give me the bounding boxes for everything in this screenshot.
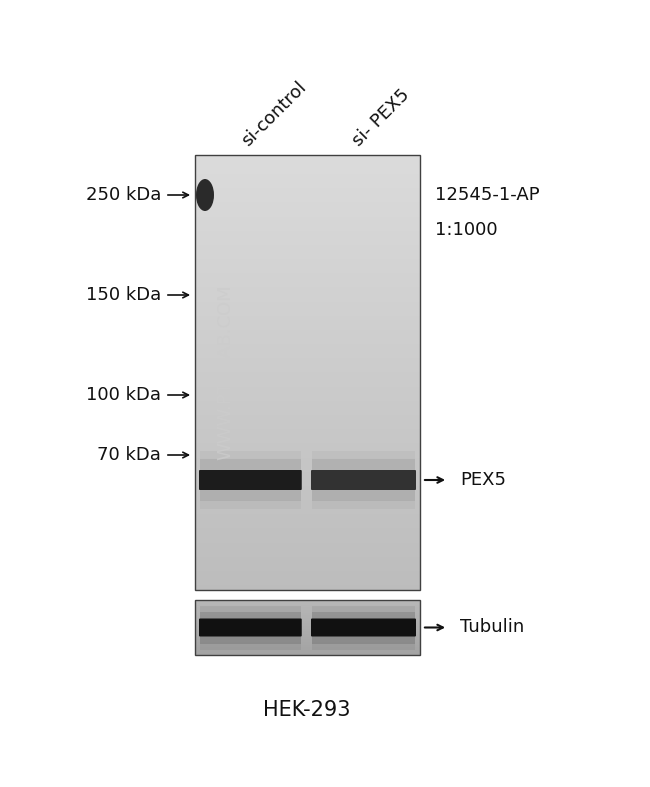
Text: 100 kDa: 100 kDa bbox=[86, 386, 161, 404]
Text: si-control: si-control bbox=[239, 78, 310, 150]
Text: Tubulin: Tubulin bbox=[460, 619, 525, 637]
Text: HEK-293: HEK-293 bbox=[263, 700, 351, 720]
FancyBboxPatch shape bbox=[311, 619, 416, 637]
Bar bbox=[195, 600, 420, 655]
Text: 150 kDa: 150 kDa bbox=[86, 286, 161, 304]
Bar bbox=[312, 459, 415, 501]
Text: 12545-1-AP: 12545-1-AP bbox=[435, 186, 540, 204]
Bar bbox=[312, 605, 415, 649]
FancyBboxPatch shape bbox=[311, 470, 416, 490]
Text: si- PEX5: si- PEX5 bbox=[349, 86, 413, 150]
FancyBboxPatch shape bbox=[199, 619, 302, 637]
Text: 70 kDa: 70 kDa bbox=[97, 446, 161, 464]
Bar bbox=[200, 451, 301, 509]
Ellipse shape bbox=[196, 179, 214, 211]
Bar bbox=[200, 605, 301, 649]
Bar bbox=[200, 459, 301, 501]
Bar bbox=[312, 611, 415, 644]
Text: 250 kDa: 250 kDa bbox=[86, 186, 161, 204]
Text: 1:1000: 1:1000 bbox=[435, 221, 498, 239]
Text: PEX5: PEX5 bbox=[460, 471, 506, 489]
Text: WWW.PTGLAB.COM: WWW.PTGLAB.COM bbox=[216, 285, 234, 460]
FancyBboxPatch shape bbox=[199, 470, 302, 490]
Bar bbox=[312, 451, 415, 509]
Bar bbox=[200, 611, 301, 644]
Bar bbox=[195, 155, 420, 590]
